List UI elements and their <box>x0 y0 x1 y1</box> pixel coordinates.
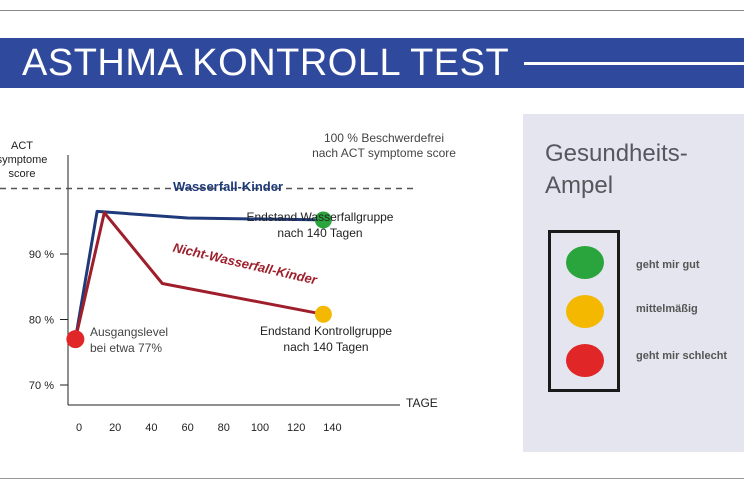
page-title: ASTHMA KONTROLL TEST <box>22 42 510 84</box>
y-axis-label: ACT symptome score <box>0 140 47 180</box>
series-end-label-1: Endstand Wasserfallgruppe nach 140 Tagen <box>247 210 394 240</box>
panel-title: Gesundheits-Ampel <box>545 140 688 199</box>
title-banner: ASTHMA KONTROLL TEST <box>0 38 744 88</box>
start-point-label: Ausgangslevel bei etwa 77% <box>90 325 168 355</box>
series-line-2 <box>73 211 324 340</box>
gesundheits-ampel-panel: Gesundheits-Ampel geht mir gut mittelmäß… <box>523 114 744 452</box>
x-tick-label: 60 <box>181 422 193 434</box>
x-axis-label: TAGE <box>406 396 438 410</box>
act-line-chart: 70 % 80 % 90 % ACT symptome score 0 20 40 60 80 100… <box>0 131 456 434</box>
top-rule <box>0 10 744 11</box>
y-tick-label: 70 % <box>29 380 54 392</box>
red-light-icon <box>566 344 604 377</box>
x-tick-label: 80 <box>218 422 230 434</box>
reference-line-label: 100 % Beschwerdefrei nach ACT symptome sc… <box>312 131 456 160</box>
series-end-dot-1 <box>314 211 332 229</box>
series-name-1: Wasserfall-Kinder <box>173 179 283 194</box>
series-name-2: Nicht-Wasserfall-Kinder <box>172 240 320 288</box>
y-tick-label: 80 % <box>29 315 54 327</box>
y-tick-label: 90 % <box>29 249 54 261</box>
x-tick-label: 0 <box>76 422 82 434</box>
series-end-label-2: Endstand Kontrollgruppe nach 140 Tagen <box>260 324 392 354</box>
green-light-icon <box>566 246 604 279</box>
chart-axes <box>60 155 400 406</box>
x-tick-label: 20 <box>109 422 121 434</box>
x-tick-label: 40 <box>145 422 157 434</box>
yellow-light-icon <box>566 295 604 328</box>
bottom-rule <box>0 478 744 479</box>
start-point-dot <box>66 330 85 349</box>
chart-lines <box>0 187 415 349</box>
legend-label-bad: geht mir schlecht <box>636 350 728 362</box>
series-line-1 <box>73 209 324 340</box>
x-tick-label: 100 <box>251 422 269 434</box>
x-tick-label: 140 <box>323 422 341 434</box>
legend-label-good: geht mir gut <box>636 259 700 271</box>
legend-label-medium: mittelmäßig <box>636 303 698 315</box>
x-tick-label: 120 <box>287 422 305 434</box>
banner-accent-line <box>524 62 744 65</box>
traffic-light <box>548 230 620 392</box>
series-end-dot-2 <box>314 305 332 323</box>
